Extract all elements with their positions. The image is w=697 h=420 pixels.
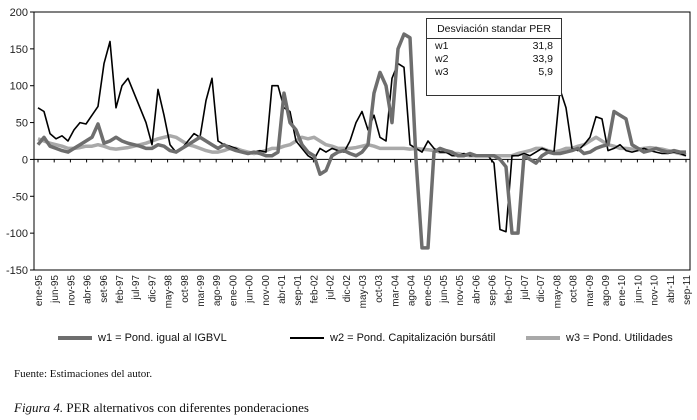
x-tick-label: set-96 bbox=[99, 275, 110, 303]
figure-caption-label: Figura 4. bbox=[14, 400, 64, 415]
y-tick-label: -50 bbox=[12, 191, 28, 203]
std-dev-label: w2 bbox=[435, 53, 449, 65]
std-dev-label: w3 bbox=[435, 66, 449, 78]
x-tick-label: nov-00 bbox=[261, 275, 272, 306]
x-tick-label: jun-95 bbox=[50, 275, 61, 304]
std-dev-table: Desviación standar PER w1 31,8 w2 33,9 w… bbox=[426, 18, 562, 96]
std-dev-table-title: Desviación standar PER bbox=[427, 19, 561, 39]
figure-caption: Figura 4. PER alternativos con diferente… bbox=[14, 400, 309, 416]
x-tick-label: ene-05 bbox=[423, 275, 434, 307]
x-tick-label: sep-11 bbox=[682, 275, 693, 305]
series-line-w3 bbox=[37, 134, 687, 158]
x-tick-label: jul-07 bbox=[520, 275, 531, 301]
std-dev-value: 5,9 bbox=[538, 66, 553, 78]
source-note: Fuente: Estimaciones del autor. bbox=[14, 368, 153, 380]
series-line-w2 bbox=[37, 40, 687, 233]
y-tick-label: -150 bbox=[6, 265, 28, 277]
x-tick-label: feb-07 bbox=[504, 275, 515, 304]
x-tick-label: mar-99 bbox=[196, 275, 207, 307]
x-tick-label: sep-06 bbox=[488, 275, 499, 306]
x-tick-label: abr-11 bbox=[666, 275, 677, 304]
x-tick-label: oct-98 bbox=[180, 275, 191, 303]
legend-label-w1: w1 = Pond. igual al IGBVL bbox=[98, 332, 227, 344]
y-tick-label: -100 bbox=[6, 228, 28, 240]
x-tick-label: ene-95 bbox=[34, 275, 45, 307]
y-tick-label: 0 bbox=[22, 154, 28, 166]
std-dev-value: 31,8 bbox=[532, 40, 553, 52]
x-tick-label: jun-05 bbox=[439, 275, 450, 304]
figure-caption-text: PER alternativos con diferentes ponderac… bbox=[63, 400, 309, 415]
x-tick-label: ene-00 bbox=[228, 275, 239, 307]
x-tick-label: mar-04 bbox=[390, 275, 401, 307]
x-tick-label: jun-00 bbox=[245, 275, 256, 304]
y-tick-label: 100 bbox=[10, 81, 28, 93]
legend-item-w1: w1 = Pond. igual al IGBVL bbox=[58, 332, 227, 344]
x-tick-label: jun-10 bbox=[633, 275, 644, 304]
legend-swatch-w2 bbox=[290, 337, 324, 339]
std-dev-row-w2: w2 33,9 bbox=[427, 52, 561, 65]
x-tick-label: feb-02 bbox=[309, 275, 320, 304]
legend-label-w2: w2 = Pond. Capitalización bursátil bbox=[330, 332, 496, 344]
x-tick-label: jul-97 bbox=[131, 275, 142, 301]
x-tick-label: abr-96 bbox=[83, 275, 94, 304]
std-dev-value: 33,9 bbox=[532, 53, 553, 65]
legend-label-w3: w3 = Pond. Utilidades bbox=[566, 332, 673, 344]
x-tick-label: may-03 bbox=[358, 275, 369, 309]
x-tick-label: abr-06 bbox=[471, 275, 482, 304]
legend-swatch-w3 bbox=[526, 336, 560, 340]
y-tick-label: 200 bbox=[10, 7, 28, 19]
x-tick-label: ene-10 bbox=[617, 275, 628, 307]
chart-legend: w1 = Pond. igual al IGBVL w2 = Pond. Cap… bbox=[28, 332, 688, 352]
y-tick-label: 150 bbox=[10, 44, 28, 56]
x-tick-label: dic-02 bbox=[342, 275, 353, 303]
x-tick-label: dic-07 bbox=[536, 275, 547, 303]
x-tick-label: sep-01 bbox=[293, 275, 304, 306]
x-tick-label: mar-09 bbox=[585, 275, 596, 307]
x-tick-label: dic-97 bbox=[147, 275, 158, 303]
x-tick-label: nov-05 bbox=[455, 275, 466, 306]
legend-item-w2: w2 = Pond. Capitalización bursátil bbox=[290, 332, 495, 344]
series-line-w1 bbox=[36, 32, 686, 250]
std-dev-label: w1 bbox=[435, 40, 449, 52]
x-tick-label: nov-95 bbox=[66, 275, 77, 306]
legend-swatch-w1 bbox=[58, 336, 92, 340]
y-tick-label: 50 bbox=[16, 118, 28, 130]
x-tick-label: may-98 bbox=[164, 275, 175, 309]
x-tick-label: nov-10 bbox=[650, 275, 661, 306]
x-tick-label: ago-09 bbox=[601, 275, 612, 307]
x-tick-label: abr-01 bbox=[277, 275, 288, 304]
x-tick-label: oct-08 bbox=[569, 275, 580, 303]
x-tick-label: oct-03 bbox=[374, 275, 385, 303]
x-tick-label: ago-04 bbox=[407, 275, 418, 307]
std-dev-row-w1: w1 31,8 bbox=[427, 39, 561, 52]
legend-item-w3: w3 = Pond. Utilidades bbox=[526, 332, 673, 344]
x-tick-label: jul-02 bbox=[326, 275, 337, 301]
x-tick-label: may-08 bbox=[552, 275, 563, 309]
per-line-chart: -150 -100 -50 0 50 100 150 200 ene-95 jun-95 nov-9… bbox=[6, 7, 693, 309]
std-dev-row-w3: w3 5,9 bbox=[427, 65, 561, 78]
plot-frame bbox=[33, 11, 691, 271]
x-tick-label: ago-99 bbox=[212, 275, 223, 307]
x-tick-label: feb-97 bbox=[115, 275, 126, 304]
